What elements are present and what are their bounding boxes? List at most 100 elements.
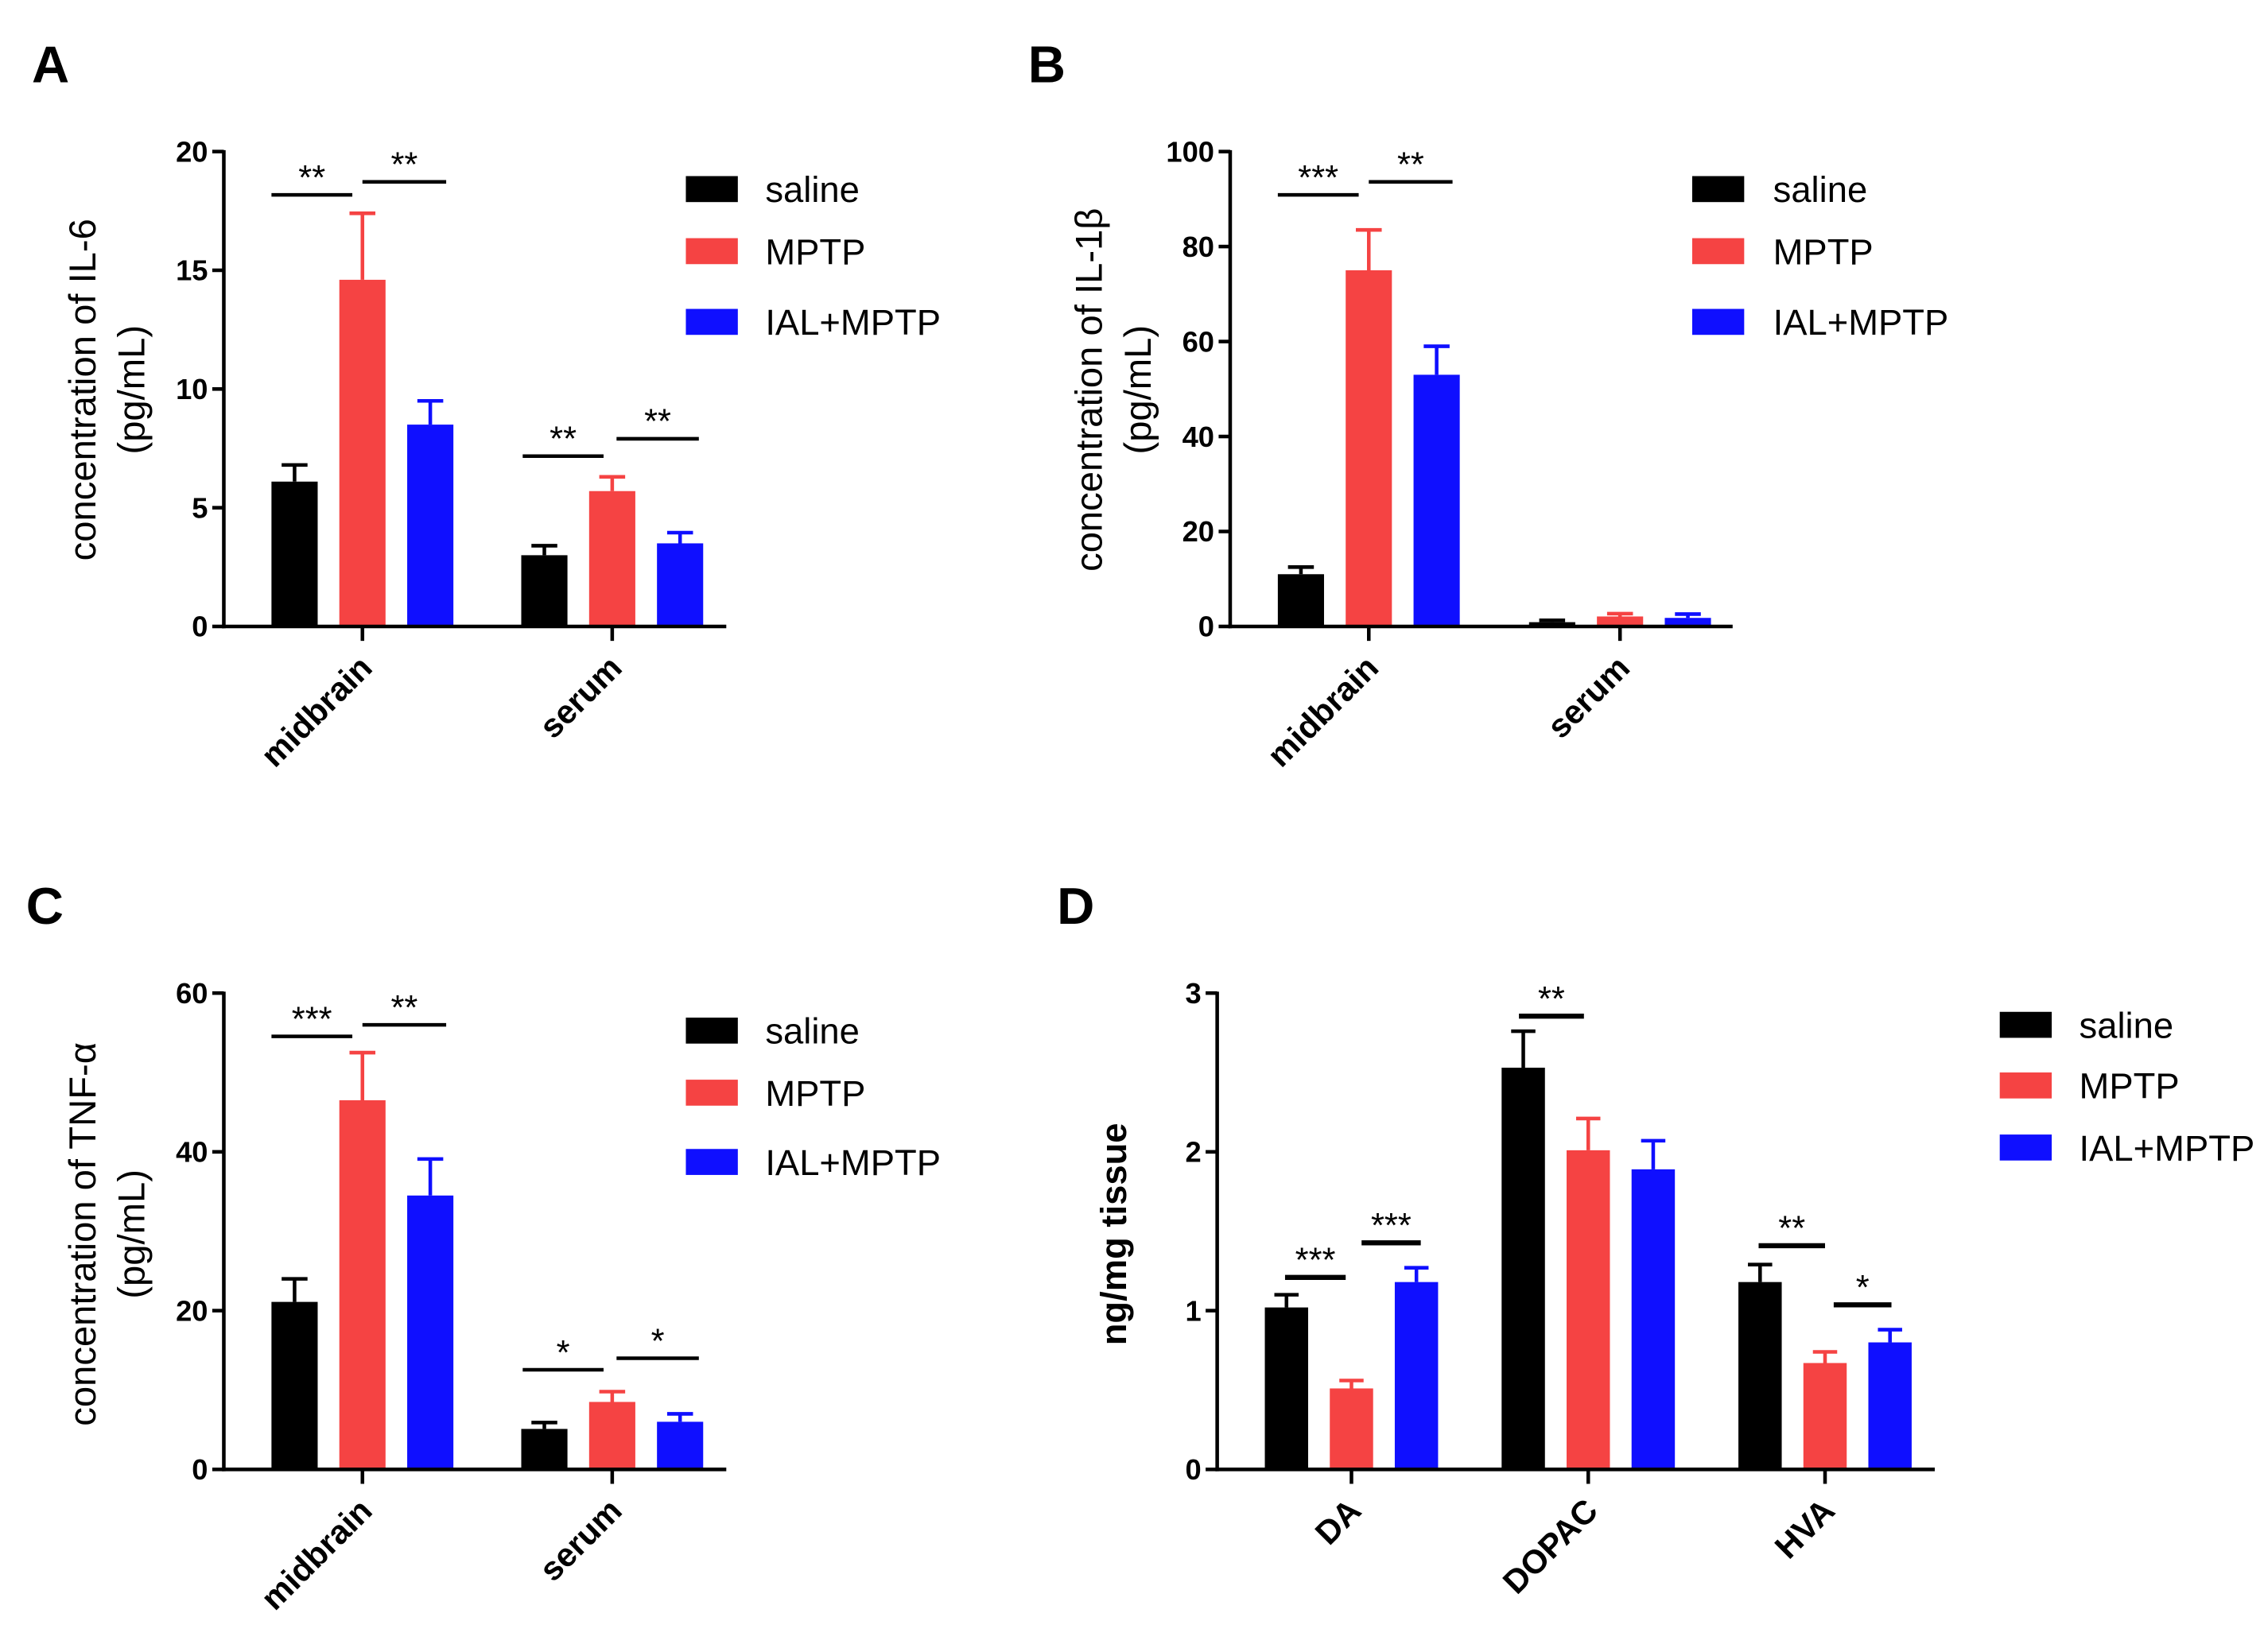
panel-label: C <box>26 877 64 935</box>
y-tick-label: 20 <box>176 1294 208 1327</box>
legend-swatch-mptp <box>1999 1072 2052 1099</box>
significance-label: ** <box>644 403 671 441</box>
error-bar-serum-saline <box>531 544 557 556</box>
legend-label-saline: saline <box>1773 169 1868 210</box>
y-tick-label: 0 <box>1198 611 1214 643</box>
y-tick-label: 40 <box>176 1136 208 1169</box>
bar-dopac-ial-mptp <box>1631 1169 1676 1470</box>
legend-swatch-saline <box>1691 176 1745 203</box>
y-tick-label: 20 <box>176 135 208 168</box>
category-label-serum: serum <box>532 1491 629 1588</box>
significance-label: * <box>557 1334 570 1372</box>
error-bar-dopac-mptp <box>1575 1116 1601 1150</box>
y-tick-label: 1 <box>1185 1294 1201 1327</box>
y-tick-label: 60 <box>176 977 208 1010</box>
significance-label: *** <box>1295 1242 1336 1280</box>
legend-swatch-mptp <box>685 238 738 265</box>
y-axis-label: (pg/mL) <box>111 1169 153 1299</box>
error-bar-da-mptp <box>1339 1379 1364 1389</box>
error-bar-midbrain-mptp <box>1355 227 1382 270</box>
bar-serum-ial-mptp <box>1664 618 1711 626</box>
error-bar-serum-mptp <box>1606 611 1633 617</box>
significance-label: ** <box>549 420 577 458</box>
bar-midbrain-saline <box>1277 574 1324 626</box>
error-bar-da-saline <box>1274 1293 1299 1308</box>
error-bar-midbrain-ial-mptp <box>1423 344 1450 375</box>
error-bar-midbrain-ial-mptp <box>417 1157 444 1196</box>
legend-label-mptp: MPTP <box>1773 231 1874 272</box>
significance-label: ** <box>298 159 325 197</box>
bar-midbrain-saline <box>271 1301 318 1470</box>
y-axis-label: concentration of TNF-α <box>62 1042 104 1426</box>
y-axis-label: concentration of IL-6 <box>62 219 104 560</box>
error-bar-hva-ial-mptp <box>1878 1328 1902 1343</box>
bar-serum-mptp <box>1597 616 1644 626</box>
y-tick-label: 2 <box>1185 1136 1201 1169</box>
y-tick-label: 80 <box>1182 231 1214 263</box>
y-tick-label: 15 <box>176 254 208 287</box>
category-label-midbrain: midbrain <box>254 1491 379 1617</box>
legend-swatch-mptp <box>685 1080 738 1106</box>
bar-midbrain-ial-mptp <box>407 1195 454 1470</box>
error-bar-midbrain-mptp <box>349 211 376 280</box>
bar-midbrain-mptp <box>1346 270 1392 626</box>
error-bar-serum-saline <box>1539 618 1566 622</box>
y-tick-label: 0 <box>192 1453 208 1486</box>
legend-label-saline: saline <box>765 169 860 210</box>
error-bar-serum-saline <box>531 1421 557 1429</box>
legend-label-saline: saline <box>2080 1005 2174 1045</box>
bar-serum-saline <box>521 1429 568 1470</box>
legend-swatch-ial-mptp <box>1999 1134 2052 1161</box>
significance-label: * <box>651 1322 665 1360</box>
bar-hva-mptp <box>1803 1363 1847 1470</box>
legend-label-ial-mptp: IAL+MPTP <box>2080 1128 2255 1169</box>
bar-dopac-saline <box>1501 1068 1545 1470</box>
error-bar-dopac-ial-mptp <box>1641 1138 1666 1169</box>
y-tick-label: 100 <box>1166 135 1214 168</box>
y-tick-label: 3 <box>1185 977 1201 1010</box>
panel-label: D <box>1057 877 1094 935</box>
bar-da-saline <box>1264 1307 1309 1470</box>
legend-swatch-ial-mptp <box>1691 308 1745 335</box>
legend-swatch-ial-mptp <box>685 1149 738 1175</box>
legend-label-ial-mptp: IAL+MPTP <box>1773 302 1949 343</box>
category-label-midbrain: midbrain <box>254 649 379 774</box>
error-bar-serum-ial-mptp <box>666 530 693 544</box>
category-label-dopac: DOPAC <box>1495 1491 1605 1601</box>
significance-label: ** <box>1538 980 1565 1018</box>
legend-swatch-saline <box>685 1018 738 1044</box>
bar-midbrain-saline <box>271 481 318 626</box>
bar-serum-ial-mptp <box>657 543 704 626</box>
significance-label: ** <box>1778 1210 1805 1248</box>
significance-label: * <box>1856 1269 1870 1307</box>
legend-label-mptp: MPTP <box>765 231 865 272</box>
significance-label: *** <box>292 1000 332 1038</box>
bar-midbrain-ial-mptp <box>1413 374 1460 626</box>
bar-da-mptp <box>1330 1388 1373 1470</box>
category-label-da: DA <box>1307 1491 1368 1552</box>
error-bar-midbrain-mptp <box>349 1050 376 1100</box>
error-bar-hva-saline <box>1748 1262 1773 1282</box>
legend-label-mptp: MPTP <box>765 1073 865 1114</box>
error-bar-midbrain-saline <box>1287 565 1315 575</box>
legend-swatch-saline <box>1999 1011 2052 1038</box>
legend-swatch-ial-mptp <box>685 308 738 335</box>
legend-label-ial-mptp: IAL+MPTP <box>765 302 941 343</box>
legend-label-saline: saline <box>765 1011 860 1052</box>
bar-serum-saline <box>521 555 568 626</box>
bar-midbrain-mptp <box>339 279 386 626</box>
significance-label: ** <box>1397 146 1424 184</box>
error-bar-da-ial-mptp <box>1404 1266 1429 1282</box>
category-label-hva: HVA <box>1768 1491 1842 1565</box>
bar-hva-ial-mptp <box>1868 1342 1912 1470</box>
panel-label: B <box>1028 35 1066 93</box>
y-tick-label: 5 <box>192 491 208 524</box>
error-bar-serum-mptp <box>599 1390 626 1402</box>
error-bar-serum-mptp <box>599 475 626 491</box>
bar-midbrain-ial-mptp <box>407 425 454 626</box>
y-tick-label: 0 <box>1185 1453 1201 1486</box>
significance-label: *** <box>1371 1207 1412 1245</box>
